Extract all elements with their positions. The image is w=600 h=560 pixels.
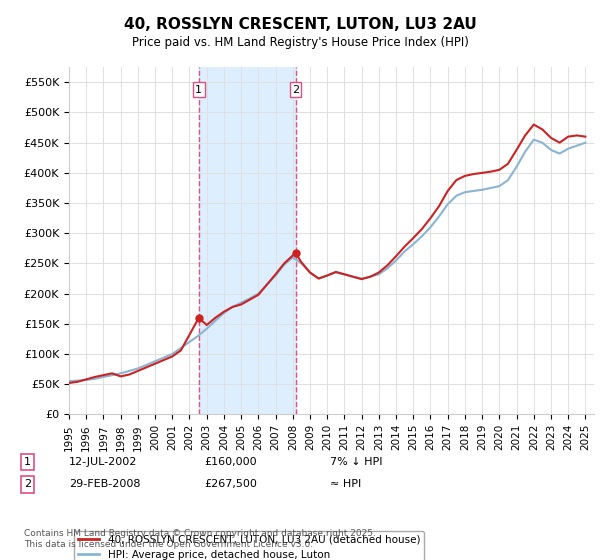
Text: 2: 2 [292,85,299,95]
Legend: 40, ROSSLYN CRESCENT, LUTON, LU3 2AU (detached house), HPI: Average price, detac: 40, ROSSLYN CRESCENT, LUTON, LU3 2AU (de… [74,531,424,560]
Text: Contains HM Land Registry data © Crown copyright and database right 2025.
This d: Contains HM Land Registry data © Crown c… [24,529,376,549]
Text: 40, ROSSLYN CRESCENT, LUTON, LU3 2AU: 40, ROSSLYN CRESCENT, LUTON, LU3 2AU [124,17,476,32]
Text: £160,000: £160,000 [204,457,257,467]
Text: 1: 1 [24,457,31,467]
Text: 12-JUL-2002: 12-JUL-2002 [69,457,137,467]
Text: 1: 1 [195,85,202,95]
Text: 7% ↓ HPI: 7% ↓ HPI [330,457,383,467]
Text: 2: 2 [24,479,31,489]
Text: Price paid vs. HM Land Registry's House Price Index (HPI): Price paid vs. HM Land Registry's House … [131,36,469,49]
Text: 29-FEB-2008: 29-FEB-2008 [69,479,140,489]
Bar [199,67,296,414]
Text: £267,500: £267,500 [204,479,257,489]
Text: ≈ HPI: ≈ HPI [330,479,361,489]
